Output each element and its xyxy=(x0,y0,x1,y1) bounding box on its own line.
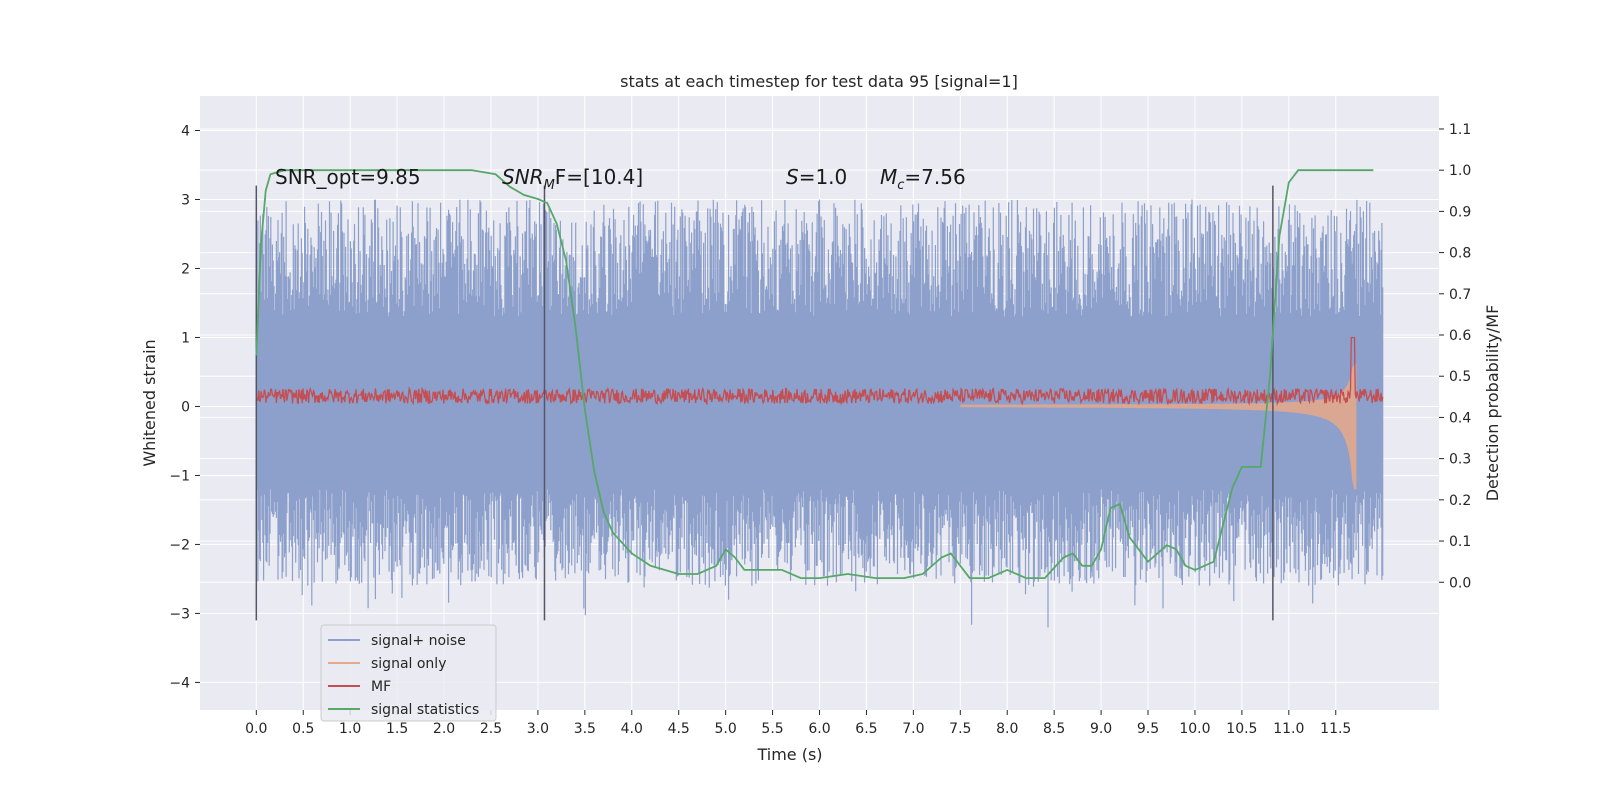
mc-sub: c xyxy=(897,178,904,193)
x-tick-label: 3.5 xyxy=(574,721,596,737)
y-tick-label: −4 xyxy=(169,675,190,691)
axis-ticks: 0.0 0.5 1.0 1.5 2.0 2.5 3.0 3.5 4.0 4.5 5.0 5.5 6.0 6… xyxy=(169,122,1471,737)
x-tick-label: 1.0 xyxy=(339,721,361,737)
y-right-tick-label: 0.7 xyxy=(1449,287,1471,303)
x-tick-label: 0.5 xyxy=(292,721,314,737)
mf-trace xyxy=(255,336,1384,406)
snr-mf-base: SNR xyxy=(502,165,544,189)
y-tick-label: 2 xyxy=(181,261,190,277)
legend-box xyxy=(320,624,497,722)
x-tick-label: 6.0 xyxy=(808,721,830,737)
x-tick-label: 2.0 xyxy=(433,721,455,737)
y-tick-label: −3 xyxy=(169,606,190,622)
s-italic: S xyxy=(786,165,799,189)
x-tick-label: 2.5 xyxy=(480,721,502,737)
signal-statistics-line xyxy=(255,169,1374,579)
x-tick-label: 9.0 xyxy=(1090,721,1112,737)
x-axis-label: Time (s) xyxy=(756,745,822,764)
y-right-tick-label: 0.0 xyxy=(1449,575,1471,591)
y-axis-right-label: Detection probability/MF xyxy=(1483,305,1502,502)
x-tick-label: 0.0 xyxy=(245,721,267,737)
y-right-tick-label: 0.6 xyxy=(1449,328,1471,344)
x-tick-label: 4.5 xyxy=(668,721,690,737)
x-tick-label: 9.5 xyxy=(1137,721,1159,737)
snr-opt-annotation: SNR_opt=9.85 xyxy=(275,165,421,189)
mf-series xyxy=(255,336,1384,406)
x-tick-label: 3.0 xyxy=(527,721,549,737)
y-right-tick-label: 0.5 xyxy=(1449,369,1471,385)
signal-statistics-series xyxy=(255,169,1374,579)
legend: signal+ noise signal only MF signal stat… xyxy=(320,624,497,722)
snr-mf-annotation: SNRMF=[10.4] xyxy=(502,165,643,193)
y-right-tick-label: 0.9 xyxy=(1449,204,1471,220)
y-tick-label: −1 xyxy=(169,468,190,484)
chart-title: stats at each timestep for test data 95 … xyxy=(620,72,1018,91)
y-right-tick-label: 0.2 xyxy=(1449,493,1471,509)
y-right-tick-label: 1.0 xyxy=(1449,163,1471,179)
x-tick-label: 8.0 xyxy=(996,721,1018,737)
y-tick-label: 0 xyxy=(181,399,190,415)
x-tick-label: 10.0 xyxy=(1179,721,1210,737)
legend-label-signal-only: signal only xyxy=(371,656,446,672)
y-right-tick-label: 1.1 xyxy=(1449,122,1471,138)
legend-label-signal-noise: signal+ noise xyxy=(371,633,466,649)
y-right-tick-label: 0.4 xyxy=(1449,410,1471,426)
snr-mf-sub: M xyxy=(544,178,555,193)
mc-rest: =7.56 xyxy=(904,165,965,189)
x-tick-label: 5.5 xyxy=(761,721,783,737)
x-tick-label: 5.0 xyxy=(715,721,737,737)
legend-label-mf: MF xyxy=(371,679,391,695)
s-annotation: S=1.0 xyxy=(786,165,847,189)
legend-label-signal-statistics: signal statistics xyxy=(371,702,479,718)
x-tick-label: 8.5 xyxy=(1043,721,1065,737)
x-tick-label: 4.0 xyxy=(621,721,643,737)
s-rest: =1.0 xyxy=(799,165,848,189)
x-tick-label: 11.5 xyxy=(1320,721,1351,737)
y-axis-label: Whitened strain xyxy=(140,339,159,466)
y-right-tick-label: 0.3 xyxy=(1449,452,1471,468)
y-tick-label: 4 xyxy=(181,123,190,139)
y-tick-label: 1 xyxy=(181,330,190,346)
x-tick-label: 1.5 xyxy=(386,721,408,737)
snr-mf-rest: F=[10.4] xyxy=(555,165,643,189)
y-tick-label: −2 xyxy=(169,537,190,553)
y-right-tick-label: 0.8 xyxy=(1449,246,1471,262)
mc-italic: M xyxy=(880,165,897,189)
x-tick-label: 11.0 xyxy=(1273,721,1304,737)
x-tick-label: 6.5 xyxy=(855,721,877,737)
y-right-tick-label: 0.1 xyxy=(1449,534,1471,550)
vertical-markers xyxy=(255,185,1274,621)
x-tick-label: 7.0 xyxy=(902,721,924,737)
x-tick-label: 10.5 xyxy=(1226,721,1257,737)
x-tick-label: 7.5 xyxy=(949,721,971,737)
mc-annotation: Mc=7.56 xyxy=(880,165,966,193)
y-tick-label: 3 xyxy=(181,192,190,208)
